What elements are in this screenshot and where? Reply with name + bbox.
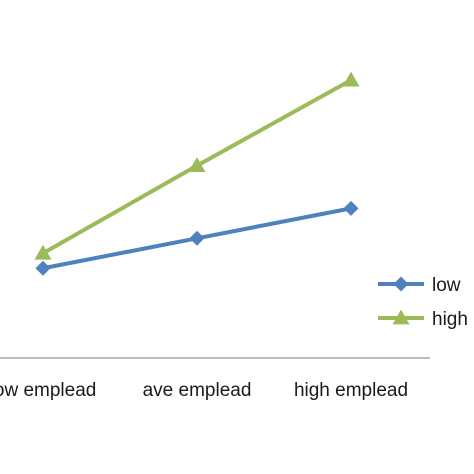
- series-high: [34, 71, 360, 260]
- legend-label: low: [432, 275, 461, 296]
- legend-item-high: high: [378, 309, 468, 330]
- legend-marker: [392, 309, 410, 325]
- x-tick-labels: low emplead ave emplead high emplead: [0, 380, 408, 401]
- data-point-low: [189, 230, 205, 246]
- series-layer: [34, 71, 360, 276]
- data-point-high: [34, 244, 52, 260]
- x-tick-label: high emplead: [294, 380, 408, 401]
- x-tick-label: ave emplead: [143, 380, 252, 401]
- legend-item-low: low: [378, 275, 461, 296]
- data-point-high: [342, 71, 360, 87]
- series-low: [35, 200, 359, 276]
- x-tick-label: low emplead: [0, 380, 96, 401]
- data-point-high: [188, 157, 206, 172]
- legend-label: high: [432, 309, 468, 330]
- legend: low high: [378, 275, 468, 330]
- data-point-low: [35, 260, 51, 276]
- data-point-low: [343, 200, 359, 216]
- legend-marker: [393, 276, 409, 292]
